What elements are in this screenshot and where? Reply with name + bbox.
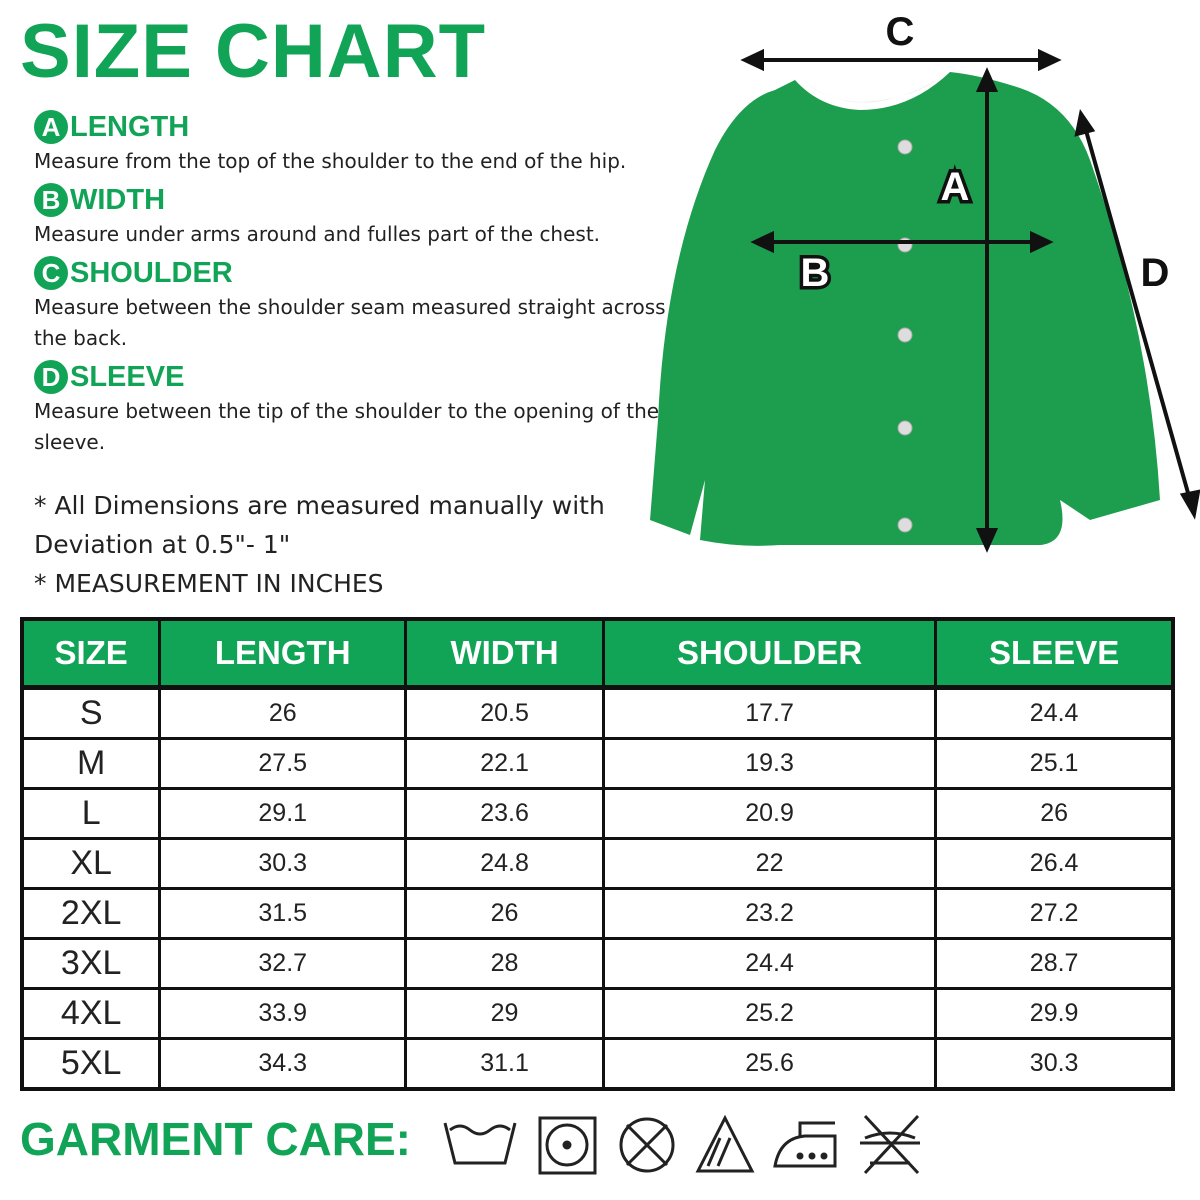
iron-icon [773, 1121, 837, 1168]
table-cell: 31.5 [158, 887, 408, 940]
header-row: SIZE LENGTH WIDTH SHOULDER SLEEVE [20, 617, 1175, 690]
table-row: S 26 20.5 17.7 24.4 [20, 686, 1175, 740]
header-cell: LENGTH [158, 617, 408, 690]
table-cell: 19.3 [601, 737, 938, 790]
measure-letter: D [34, 360, 68, 394]
table-cell: 25.1 [934, 737, 1175, 790]
table-cell: L [20, 787, 162, 840]
measure-label: SHOULDER [70, 256, 233, 289]
table-cell: 22.1 [404, 737, 605, 790]
arrows [740, 48, 1200, 553]
measure-description: Measure from the top of the shoulder to … [34, 149, 627, 173]
notes: * All Dimensions are measured manually w… [34, 486, 654, 603]
table-row: XL 30.3 24.8 22 26.4 [20, 837, 1175, 890]
table-cell: 20.5 [404, 686, 605, 740]
measure-heading: D SLEEVE [34, 358, 674, 396]
table-row: 5XL 34.3 31.1 25.6 30.3 [20, 1037, 1175, 1091]
table-cell: S [20, 686, 162, 740]
table-cell: 29 [404, 987, 605, 1040]
table-cell: 2XL [20, 887, 162, 940]
table-cell: 28 [404, 937, 605, 990]
title: SIZE CHART [20, 9, 486, 94]
measure-description: Measure between the shoulder seam measur… [34, 295, 666, 350]
measure-letter: B [34, 183, 68, 217]
measure-heading: B WIDTH [34, 181, 674, 219]
table-cell: 27.5 [158, 737, 408, 790]
table-cell: 29.1 [158, 787, 408, 840]
table-cell: 4XL [20, 987, 162, 1040]
measure-description: Measure between the tip of the shoulder … [34, 399, 660, 454]
table-row: L 29.1 23.6 20.9 26 [20, 787, 1175, 840]
measure-heading: C SHOULDER [34, 254, 674, 292]
table-cell: XL [20, 837, 162, 890]
table-row: M 27.5 22.1 19.3 25.1 [20, 737, 1175, 790]
table-row: 3XL 32.7 28 24.4 28.7 [20, 937, 1175, 990]
wash-icon [443, 1122, 517, 1165]
table-cell: 25.2 [601, 987, 938, 1040]
table-cell: 30.3 [934, 1037, 1175, 1091]
table-cell: 26 [404, 887, 605, 940]
measure-label: WIDTH [70, 183, 166, 216]
diagram-letter: B [801, 251, 830, 295]
sweater-body [650, 72, 1160, 546]
header-cell: SLEEVE [934, 617, 1175, 690]
tumble-dry-icon [538, 1116, 597, 1175]
note: * All Dimensions are measured manually w… [34, 491, 605, 559]
measure-heading: A LENGTH [34, 108, 674, 146]
table-cell: 34.3 [158, 1037, 408, 1091]
measure-letter: A [34, 110, 68, 144]
diagram-letter: C [886, 10, 915, 54]
table-cell: 29.9 [934, 987, 1175, 1040]
note: * MEASUREMENT IN INCHES [34, 569, 384, 598]
no-dryclean-icon [619, 1117, 675, 1173]
measure-label: SLEEVE [70, 360, 185, 393]
header-cell: SIZE [20, 617, 162, 690]
table-cell: 28.7 [934, 937, 1175, 990]
table-cell: 24.4 [601, 937, 938, 990]
table-cell: 22 [601, 837, 938, 890]
table-cell: 26 [934, 787, 1175, 840]
table-row: 2XL 31.5 26 23.2 27.2 [20, 887, 1175, 940]
table-cell: 24.4 [934, 686, 1175, 740]
table-cell: 17.7 [601, 686, 938, 740]
table-cell: 26.4 [934, 837, 1175, 890]
table-cell: 23.2 [601, 887, 938, 940]
measure-label: LENGTH [70, 110, 190, 143]
diagram-letter: D [1141, 251, 1170, 295]
diagram-letter: A [941, 165, 970, 209]
table-cell: 33.9 [158, 987, 408, 1040]
table-cell: 24.8 [404, 837, 605, 890]
table-cell: 27.2 [934, 887, 1175, 940]
measure-description: Measure under arms around and fulles par… [34, 222, 601, 246]
table-cell: 30.3 [158, 837, 408, 890]
size-table: SIZE LENGTH WIDTH SHOULDER SLEEVE S 26 20.5 17.7… [20, 617, 1175, 1091]
measures: A LENGTH Measure from the top of the shoul… [34, 108, 674, 462]
care-icons [443, 1114, 920, 1175]
table-cell: 23.6 [404, 787, 605, 840]
table-cell: 26 [158, 686, 408, 740]
table-cell: 31.1 [404, 1037, 605, 1091]
table-row: 4XL 33.9 29 25.2 29.9 [20, 987, 1175, 1040]
table-cell: 25.6 [601, 1037, 938, 1091]
table-cell: 20.9 [601, 787, 938, 840]
garment-care-label: GARMENT CARE: [20, 1113, 411, 1165]
header-cell: SHOULDER [601, 617, 938, 690]
bleach-icon [695, 1114, 755, 1173]
table-cell: 5XL [20, 1037, 162, 1091]
header-cell: WIDTH [404, 617, 605, 690]
table-cell: M [20, 737, 162, 790]
table-cell: 3XL [20, 937, 162, 990]
measure-letter: C [34, 256, 68, 290]
table-cell: 32.7 [158, 937, 408, 990]
sweater-diagram: A B C D [650, 10, 1200, 553]
no-wring-icon [860, 1114, 920, 1175]
